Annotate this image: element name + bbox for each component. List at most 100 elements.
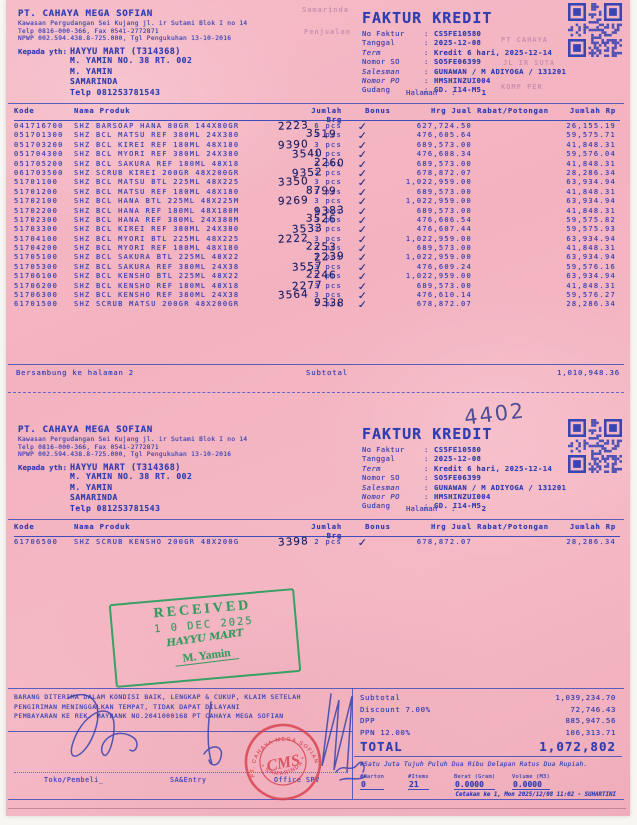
product-name: SHZ BCL MYORI REF 380ML 24X380	[74, 150, 240, 159]
invoice-scan-paper: PT. CAHAYA MEGA SOFIAN Kawasan Pergudang…	[6, 0, 630, 816]
company-npwp: NPWP 002.594.438.8-725.000, Tgl Pengukuh…	[18, 35, 232, 42]
field-label: Gudang	[362, 85, 391, 95]
cell-kode: 51706100	[14, 272, 59, 281]
cell-qty: 3 pcs	[314, 178, 342, 187]
table-row: 051704300 SHZ BCL MYORI REF 380ML 24X380…	[14, 147, 620, 161]
page-number: Halaman: 1	[406, 88, 486, 97]
col-qty: Jumlah Brg	[311, 522, 342, 540]
cell-nama: SHZ BCL HANA REF 380ML 24X380M 3526	[74, 212, 337, 225]
page-number-value: 1	[481, 88, 487, 97]
customer-address1: M. YAMIN NO. 38 RT. 002	[70, 56, 193, 66]
invoice-field-row: Nomor PO : HMSHINZUI004	[362, 492, 566, 501]
cell-jumlah: 59,575.71	[566, 131, 616, 140]
customer-label: Kepada yth:	[18, 463, 67, 472]
cell-bonus: ✓	[352, 204, 404, 217]
colon: :	[424, 85, 429, 95]
cell-qty: 3 pcs	[314, 187, 342, 196]
product-name: SHZ BCL HANA REF 180ML 48X180M	[74, 206, 240, 215]
cell-jumlah: 41,848.31	[566, 159, 616, 168]
disclaimer-line: PEMBAYARAN KE REK. MAYBANK NO.2041000168…	[14, 712, 284, 720]
cell-qty: 3 pcs	[314, 140, 342, 149]
cell-kode: 51703300	[14, 225, 59, 234]
cell-kode: 061703500	[14, 168, 64, 177]
summary-value: 1,039,234.70	[555, 693, 616, 702]
cell-nama: SHZ BCL KENSHO REF 180ML 48X18 2277	[74, 279, 323, 293]
cell-nama: SHZ BCL HANA REF 180ML 48X180M 9383	[74, 204, 345, 218]
field-value: Kredit 6 hari, 2025-12-14	[434, 47, 553, 57]
customer-phone: Telp 081253781543	[70, 87, 161, 97]
checkmark-icon: ✓	[356, 535, 371, 550]
total-row: TOTAL 1,072,802	[360, 739, 616, 754]
product-name: SHZ BCL KENSHO REF 380ML 24X38	[74, 291, 240, 300]
cell-nama: SHZ BCL MYORI BTL 225ML 48X225 2222	[74, 232, 309, 246]
cell-hrg: 1,022,959.00	[405, 234, 472, 243]
cell-bonus: ✓	[352, 535, 404, 550]
ghost-text: Samarinda	[302, 6, 349, 14]
subtotal-label: Subtotal	[306, 368, 348, 377]
cell-jumlah: 63,934.94	[566, 253, 616, 262]
product-name: SHZ BCL KIREI REF 180ML 48X180	[74, 140, 240, 149]
divider	[354, 756, 622, 757]
field-label: No Faktur	[362, 445, 405, 454]
invoice-field-row: Nomor SO : SO5FE06399	[362, 57, 566, 66]
stat-label: #Karton	[360, 774, 385, 780]
colon: :	[424, 47, 429, 57]
summary-row: Subtotal 1,039,234.70	[360, 693, 616, 702]
summary-value: 106,313.71	[565, 727, 616, 737]
ghost-text: KOMP PER	[501, 83, 543, 91]
cell-qty: 2 pcs	[314, 300, 342, 309]
table-row: 051705200 SHZ BCL SAKURA REF 180ML 48X18…	[14, 156, 620, 171]
cell-bonus: ✓	[352, 195, 404, 208]
invoice-field-row: Nomor PO : HMSHINZUI004	[362, 76, 566, 85]
product-name: SHZ SCRUB KIREI 200GR 48X200GR	[74, 168, 240, 177]
ghost-text: PT CAHAYA	[501, 36, 548, 44]
cell-jumlah: 63,934.94	[566, 234, 616, 243]
table-row: 51705300 SHZ BCL SAKURA REF 380ML 24X38 3…	[14, 260, 620, 274]
items-table-page1: Kode Nama Produk Jumlah Brg Bonus Hrg Ju…	[14, 106, 620, 312]
field-label: Nomor PO	[362, 491, 400, 501]
cell-qty: 3 pcs	[314, 234, 342, 243]
cell-jumlah: 28,286.34	[566, 538, 616, 546]
cell-kode: 61706500	[14, 538, 59, 546]
divider	[8, 103, 624, 104]
cell-hrg: 678,872.07	[416, 300, 472, 309]
cell-jumlah: 28,286.34	[566, 300, 616, 309]
cell-hrg: 476,608.34	[416, 150, 472, 159]
cell-bonus: ✓	[352, 232, 404, 245]
field-value: SO5FE06399	[434, 57, 482, 67]
product-name: SHZ BCL HANA BTL 225ML 48X225M	[74, 197, 240, 206]
cell-jumlah: 41,848.31	[566, 244, 616, 253]
product-name: SHZ BCL KENSHO BTL 225ML 48X22	[74, 272, 240, 281]
summary-box-divider	[352, 688, 353, 799]
table-row: 51704200 SHZ BCL MYORI REF 180ML 48X180 2…	[14, 241, 620, 256]
customer-address2: M. YAMIN	[70, 66, 113, 76]
cell-hrg: 689,573.00	[416, 159, 472, 168]
cell-hrg: 689,573.00	[416, 244, 472, 253]
product-name: SHZ BCL MATSU REF 380ML 24X380	[74, 131, 240, 140]
cell-kode: 51705100	[14, 253, 59, 262]
cell-qty: 3 pcs	[314, 150, 342, 159]
cell-hrg: 476,605.64	[416, 131, 472, 140]
product-name: SHZ BCL SAKURA REF 180ML 48X18	[74, 159, 240, 168]
cell-qty: 3 pcs	[314, 215, 342, 224]
invoice-field-row: Salesman : GUNAWAN / M ADIYOGA / 131201	[362, 67, 566, 76]
stamp-center-text: CMS	[265, 752, 302, 776]
cell-hrg: 1,022,959.00	[405, 178, 472, 187]
cell-qty: 3 pcs	[314, 244, 342, 253]
company-phone: Telp 0816-000-366, Fax 0541-2772871	[18, 443, 159, 451]
invoice-field-row: Nomor SO : SO5FE06399	[362, 473, 566, 482]
colon: :	[451, 504, 456, 513]
cell-kode: 051705200	[14, 159, 64, 168]
field-label: Nomor SO	[362, 473, 400, 483]
cell-jumlah: 59,575.82	[566, 215, 616, 224]
cell-hrg: 1,022,959.00	[405, 272, 472, 281]
cell-jumlah: 41,848.31	[566, 140, 616, 149]
cell-qty: 3 pcs	[314, 291, 342, 300]
summary-value: 72,746.43	[570, 704, 616, 714]
company-name: PT. CAHAYA MEGA SOFIAN	[18, 8, 153, 19]
summary-label: Subtotal	[360, 693, 401, 702]
cell-jumlah: 63,934.94	[566, 197, 616, 206]
field-value: HMSHINZUI004	[434, 75, 491, 85]
customer-name: HAYYU MART (T314368)	[70, 46, 181, 56]
cell-bonus: ✓	[352, 139, 404, 152]
